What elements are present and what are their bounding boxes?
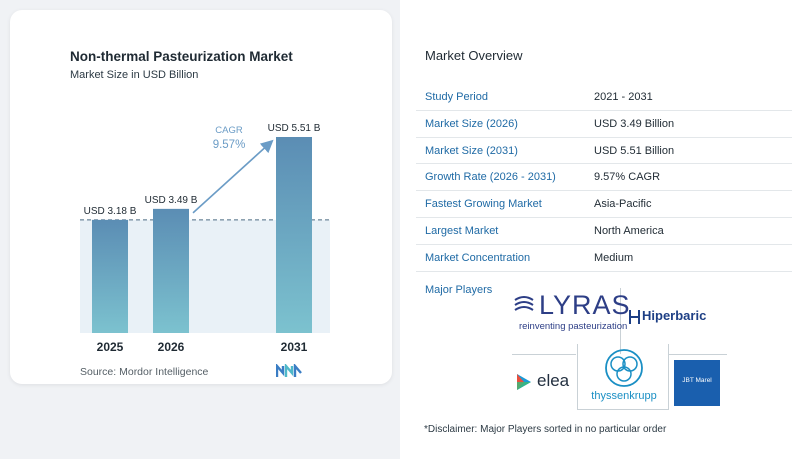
table-row: Market Concentration Medium [416, 245, 792, 272]
elea-wordmark: elea [537, 371, 570, 390]
row-key: Largest Market [425, 224, 499, 237]
row-value: USD 5.51 Billion [594, 144, 675, 157]
row-value: 2021 - 2031 [594, 91, 653, 103]
lyras-wordmark: LYRAS [539, 290, 631, 320]
row-value: USD 3.49 Billion [594, 117, 675, 130]
table-row: Largest Market North America [416, 218, 792, 245]
table-row: Study Period 2021 - 2031 [416, 84, 792, 111]
chart-subtitle: Market Size in USD Billion [70, 69, 199, 81]
jbt-marel-wordmark: JBT Marel [682, 377, 712, 384]
source-note: Source: Mordor Intelligence [80, 366, 209, 378]
data-label-2031: USD 5.51 B [268, 123, 321, 134]
row-key: Fastest Growing Market [425, 198, 542, 211]
table-row: Market Size (2026) USD 3.49 Billion [416, 111, 792, 138]
row-key: Market Size (2026) [425, 117, 518, 130]
major-players-title: Major Players [425, 284, 493, 296]
lyras-tagline: reinventing pasteurization [519, 321, 628, 332]
table-row: Growth Rate (2026 - 2031) 9.57% CAGR [416, 164, 792, 192]
bar-2025 [92, 219, 128, 333]
bar-2026 [153, 208, 189, 333]
hiperbaric-wordmark: Hiperbaric [642, 308, 707, 323]
elea-play-icon [517, 374, 531, 390]
data-label-2025: USD 3.18 B [84, 206, 137, 217]
elea-logo: elea [513, 370, 577, 394]
hiperbaric-mark-icon [629, 310, 640, 324]
overview-panel [400, 0, 800, 459]
row-key: Market Concentration [425, 251, 531, 264]
row-value: Asia-Pacific [594, 198, 652, 211]
lyras-mark-icon [514, 296, 534, 311]
hiperbaric-logo: Hiperbaric [628, 306, 726, 328]
jbt-marel-logo: JBT Marel [674, 360, 720, 406]
row-key: Study Period [425, 91, 488, 103]
chart-title: Non-thermal Pasteurization Market [70, 49, 293, 64]
mordor-intelligence-logo-icon [276, 364, 302, 377]
cagr-arrow [192, 139, 274, 214]
thyssenkrupp-logo: thyssenkrupp [577, 344, 669, 410]
thyssenkrupp-mark-icon [605, 349, 643, 387]
row-value: Medium [594, 251, 634, 264]
bar-2031 [276, 137, 312, 333]
table-row: Market Size (2031) USD 5.51 Billion [416, 138, 792, 165]
cagr-value: 9.57% [213, 139, 246, 151]
category-label-2026: 2026 [158, 340, 185, 354]
thyssenkrupp-wordmark: thyssenkrupp [591, 390, 657, 402]
category-label-2025: 2025 [97, 340, 124, 354]
table-row: Fastest Growing Market Asia-Pacific [416, 191, 792, 218]
row-value: 9.57% CAGR [594, 171, 661, 184]
overview-table: Study Period 2021 - 2031 Market Size (202… [416, 84, 792, 272]
overview-title: Market Overview [425, 48, 523, 63]
bar-chart: USD 3.18 B 2025 USD 3.49 B 2026 USD 5.51 B 20… [80, 123, 330, 354]
row-key: Growth Rate (2026 - 2031) [425, 171, 556, 184]
disclaimer: *Disclaimer: Major Players sorted in no … [424, 424, 667, 435]
lyras-logo: LYRAS reinventing pasteurization [513, 290, 630, 338]
data-label-2026: USD 3.49 B [145, 195, 198, 206]
category-label-2031: 2031 [281, 340, 308, 354]
row-key: Market Size (2031) [425, 144, 518, 157]
cagr-label: CAGR [215, 125, 243, 136]
row-value: North America [594, 224, 664, 237]
